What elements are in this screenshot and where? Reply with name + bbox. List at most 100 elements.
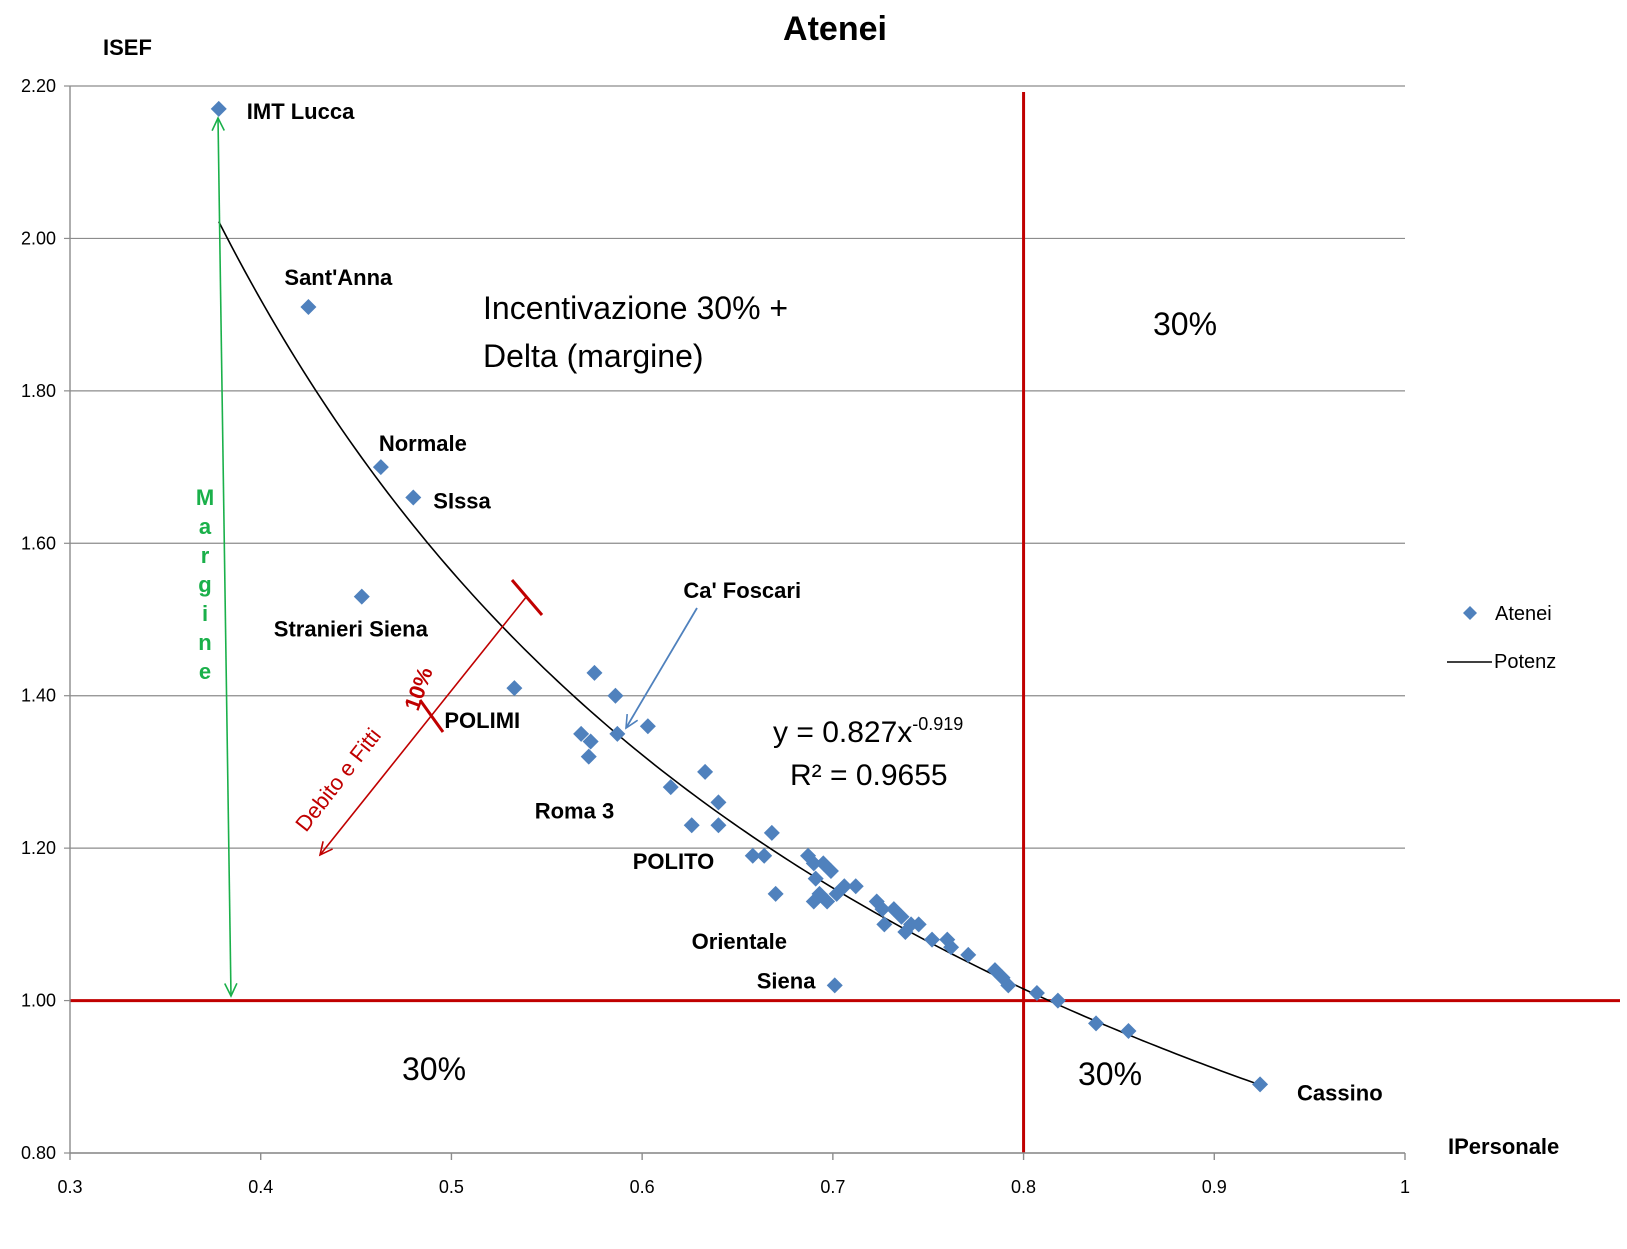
x-axis-label: IPersonale: [1448, 1134, 1559, 1159]
data-point: [300, 299, 317, 316]
data-point: [805, 855, 822, 872]
data-point: [1049, 992, 1066, 1009]
data-point: [819, 893, 836, 910]
debito-arrow-head: [318, 841, 333, 857]
data-point: [826, 977, 843, 994]
point-label: Stranieri Siena: [274, 617, 429, 642]
data-point: [876, 916, 893, 933]
data-point: [847, 878, 864, 895]
data-point: [1028, 984, 1045, 1001]
data-point: [609, 725, 626, 742]
margine-letter: M: [196, 485, 214, 510]
chart-title: Atenei: [783, 10, 887, 48]
annotation-lower-left: 30%: [402, 1051, 466, 1087]
legend-label-potenz: Potenz: [1494, 651, 1556, 673]
data-point: [639, 718, 656, 735]
y-tick-label: 1.40: [21, 686, 56, 706]
equation-base: y = 0.827x: [773, 716, 912, 749]
y-tick-label: 1.60: [21, 533, 56, 553]
y-tick-labels: 0.80 1.00 1.20 1.40 1.60 1.80 2.00 2.20: [21, 76, 56, 1163]
data-point: [210, 100, 227, 117]
data-point: [756, 847, 773, 864]
x-tick-label: 0.7: [820, 1177, 845, 1197]
x-tick-label: 0.4: [248, 1177, 273, 1197]
data-point: [580, 748, 597, 765]
point-labels: IMT Lucca Sant'Anna Normale SIssa Stranieri …: [247, 99, 1383, 1106]
x-tick-label: 0.9: [1202, 1177, 1227, 1197]
x-tick-label: 0.5: [439, 1177, 464, 1197]
y-tick-label: 1.00: [21, 991, 56, 1011]
margine-letter: e: [199, 659, 211, 684]
margine-letter: i: [202, 601, 208, 626]
debito-label: Debito e Fitti: [290, 723, 386, 836]
data-point: [582, 733, 599, 750]
point-label: Ca' Foscari: [683, 578, 801, 603]
annotation-lower-right: 30%: [1078, 1056, 1142, 1092]
equation-exponent: -0.919: [912, 714, 963, 734]
point-label: Cassino: [1297, 1080, 1383, 1105]
x-tick-label: 0.8: [1011, 1177, 1036, 1197]
y-tick-label: 2.20: [21, 76, 56, 96]
x-tick-label: 0.6: [630, 1177, 655, 1197]
trendline-equation: y = 0.827x-0.919: [773, 714, 963, 749]
data-point: [405, 489, 422, 506]
data-point: [1120, 1023, 1137, 1040]
ten-percent-tick: [418, 699, 445, 733]
annotation-incentivazione-line1: Incentivazione 30% +: [483, 290, 788, 326]
data-point: [744, 847, 761, 864]
axes: [69, 86, 1406, 1160]
data-point: [353, 588, 370, 605]
data-points: [210, 100, 1269, 1093]
x-tick-label: 1: [1400, 1177, 1410, 1197]
data-point: [573, 725, 590, 742]
data-point: [1252, 1076, 1269, 1093]
margine-letter: r: [201, 543, 210, 568]
data-point: [1088, 1015, 1105, 1032]
data-point: [822, 863, 839, 880]
data-point: [683, 817, 700, 834]
data-point: [710, 794, 727, 811]
data-point: [836, 878, 853, 895]
data-point: [910, 916, 927, 933]
annotation-incentivazione-line2: Delta (margine): [483, 338, 704, 374]
y-tick-label: 2.00: [21, 228, 56, 248]
data-point: [372, 459, 389, 476]
cafoscari-arrow-head: [625, 713, 639, 730]
debito-start-tick: [510, 579, 544, 616]
data-point: [697, 763, 714, 780]
point-label: Roma 3: [535, 799, 614, 824]
y-tick-label: 0.80: [21, 1143, 56, 1163]
threshold-lines: [70, 92, 1620, 1153]
data-point: [586, 664, 603, 681]
data-point: [1000, 977, 1017, 994]
data-point: [607, 687, 624, 704]
data-point: [710, 817, 727, 834]
data-point: [767, 885, 784, 902]
margine-arrow-line: [217, 117, 232, 997]
point-label: POLITO: [633, 849, 715, 874]
data-point: [943, 939, 960, 956]
data-point: [897, 923, 914, 940]
y-tick-label: 1.20: [21, 838, 56, 858]
point-label: Sant'Anna: [284, 265, 393, 290]
data-point: [506, 680, 523, 697]
point-label: Orientale: [692, 929, 787, 954]
legend-marker-atenei: [1463, 606, 1477, 620]
data-point: [763, 824, 780, 841]
data-point: [805, 893, 822, 910]
debito-arrow-line: [319, 595, 528, 856]
data-point: [893, 908, 910, 925]
data-point: [960, 946, 977, 963]
power-trendline: [218, 221, 1261, 1086]
y-tick-label: 1.80: [21, 381, 56, 401]
point-label: IMT Lucca: [247, 99, 355, 124]
point-label: Normale: [379, 431, 467, 456]
data-point: [662, 779, 679, 796]
x-tick-label: 0.3: [57, 1177, 82, 1197]
data-point: [807, 870, 824, 887]
x-tick-labels: 0.3 0.4 0.5 0.6 0.7 0.8 0.9 1: [57, 1177, 1410, 1197]
margine-arrow-head-top: [211, 116, 225, 132]
annotation-arrows: [211, 116, 698, 998]
data-point: [874, 901, 891, 918]
